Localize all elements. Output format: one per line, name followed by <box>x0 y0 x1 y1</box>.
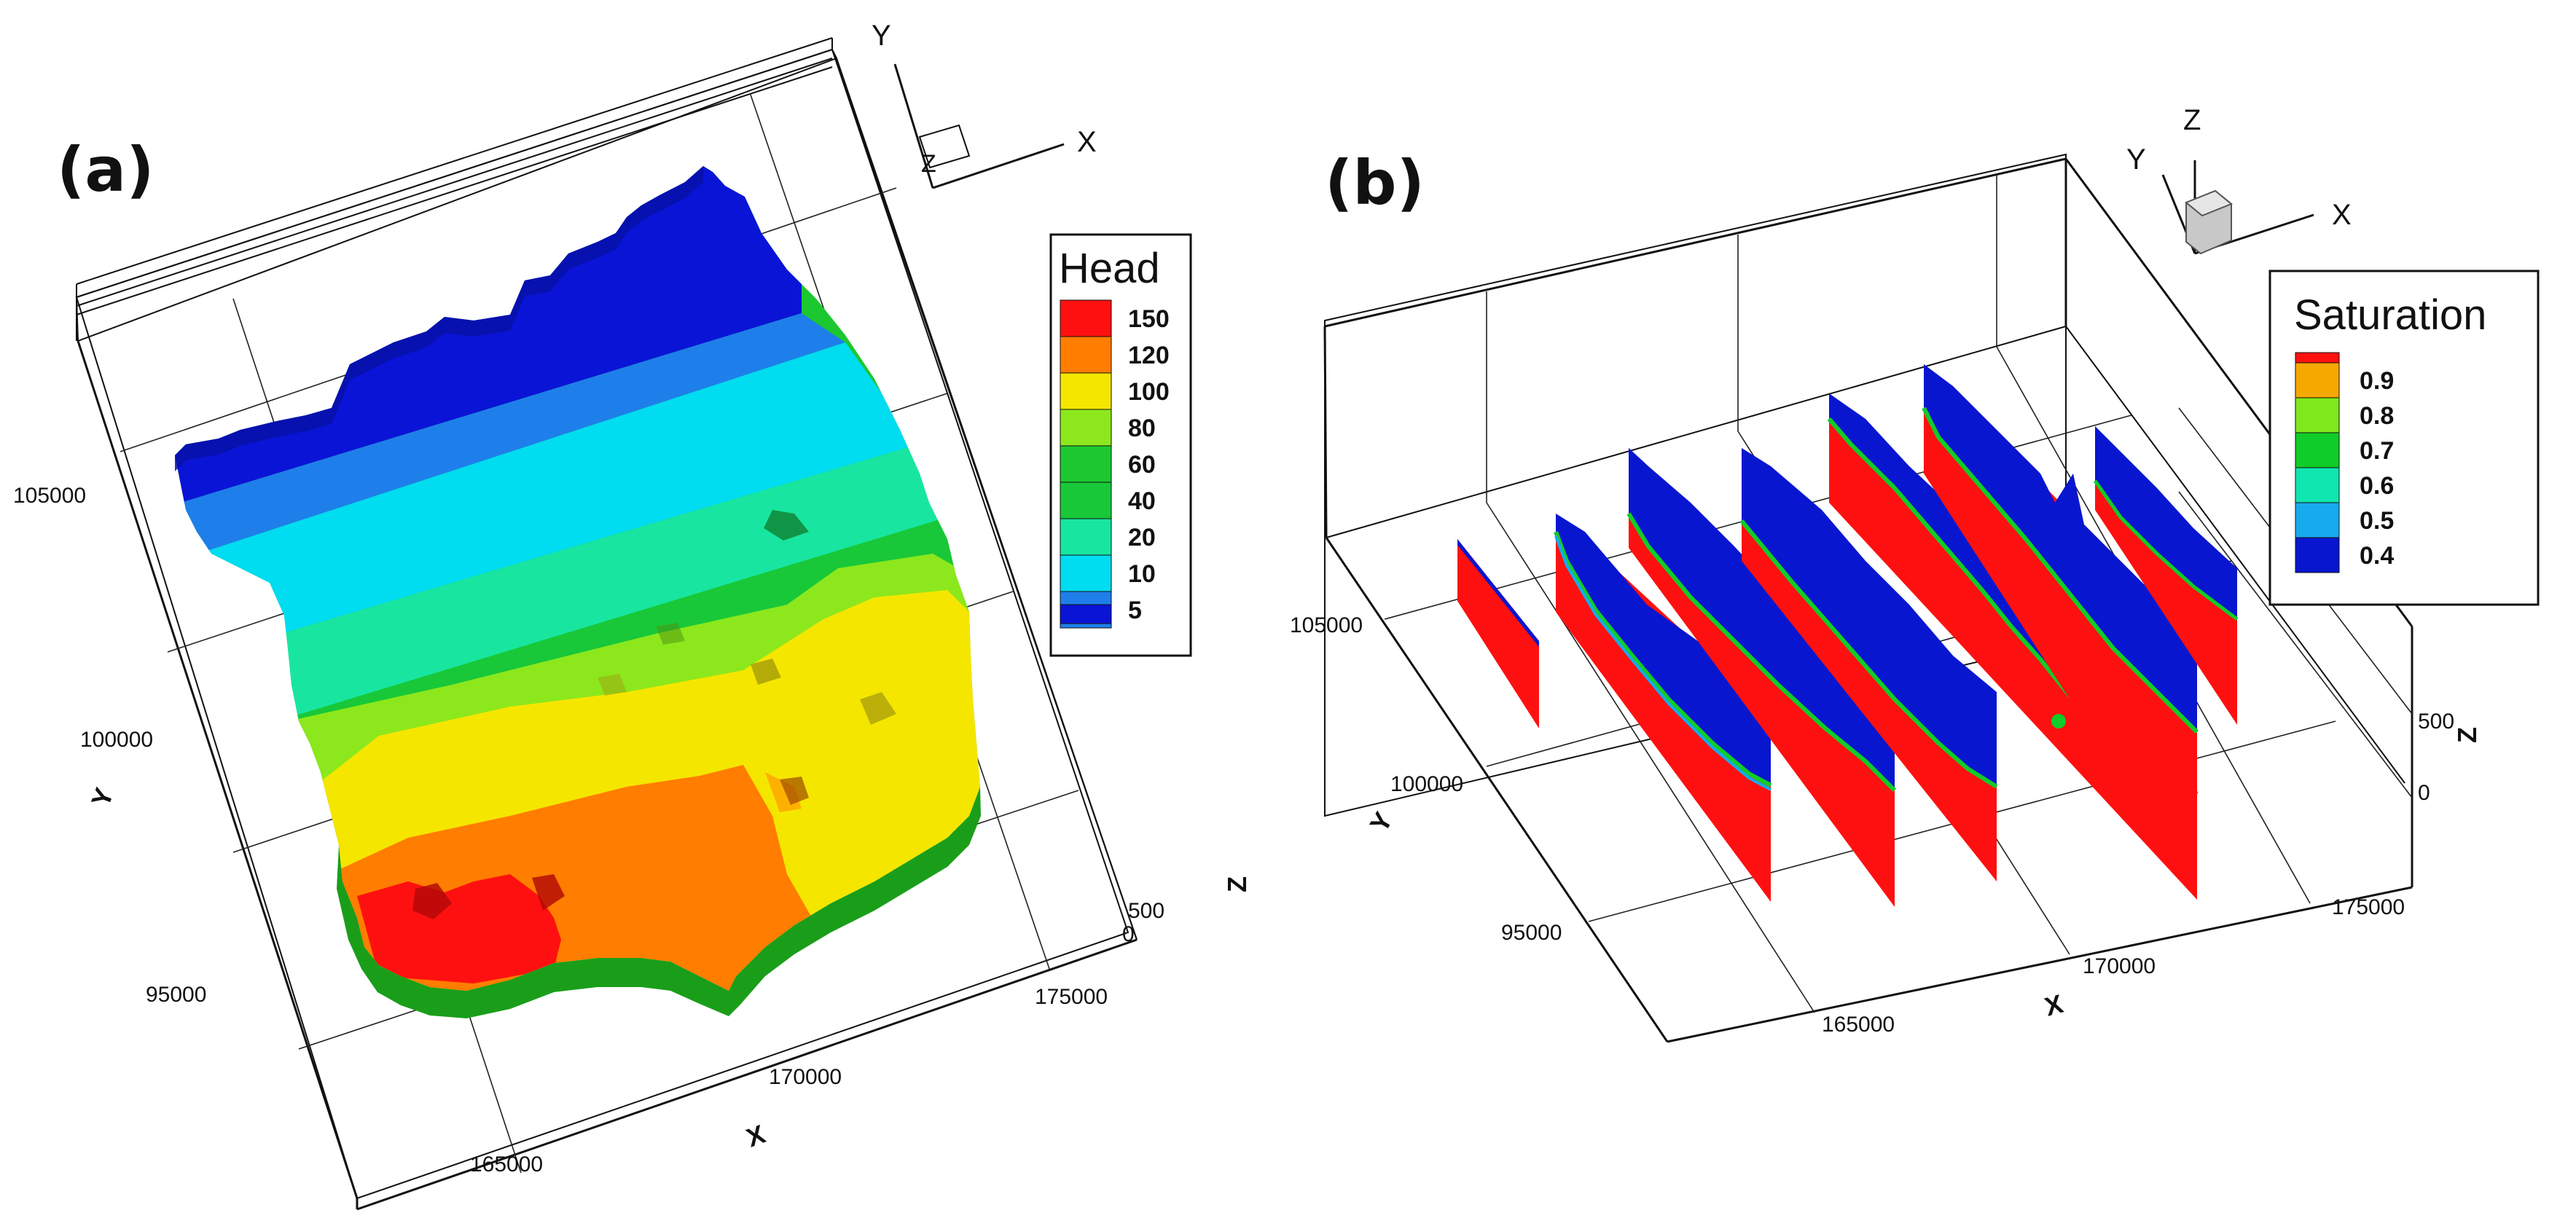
b-xtick-165000: 165000 <box>1822 1013 1895 1037</box>
panel-a: 105000 100000 95000 165000 170000 175000… <box>13 20 1252 1211</box>
a-xtick-175000: 175000 <box>1035 985 1108 1009</box>
a-triad-y: Y <box>872 20 891 52</box>
panel-a-head-surface <box>175 166 981 1018</box>
head-legend-swatch-40 <box>1060 482 1112 519</box>
head-legend-label-5: 5 <box>1128 597 1142 624</box>
panel-b-orientation-triad: Y Z X <box>2126 104 2352 255</box>
saturation-legend-label-0.4: 0.4 <box>2360 542 2394 570</box>
b-ytick-105000: 105000 <box>1290 613 1363 637</box>
b-ztick-0: 0 <box>2418 781 2430 805</box>
a-axis-title-y: Y <box>85 784 120 811</box>
a-ytick-105000: 105000 <box>13 484 86 508</box>
slice-1 <box>1457 539 1539 728</box>
b-axis-title-z: Z <box>2452 727 2482 743</box>
head-legend-swatch-100 <box>1060 372 1112 410</box>
b-xtick-175000: 175000 <box>2332 895 2405 919</box>
saturation-legend: Saturation 0.9 0.8 0.7 0.6 0.5 0.4 <box>2268 270 2540 606</box>
head-legend: Head 150 120 100 80 60 40 20 10 5 <box>1049 233 1192 657</box>
b-axis-title-x: X <box>2041 989 2066 1022</box>
a-triad-z: Z <box>921 150 936 178</box>
a-xtick-165000: 165000 <box>470 1152 543 1176</box>
head-legend-swatch-10 <box>1060 554 1112 592</box>
saturation-legend-swatch-0.5 <box>2295 502 2340 538</box>
b-triad-y: Y <box>2126 144 2146 176</box>
b-triad-x: X <box>2332 199 2352 231</box>
head-legend-label-40: 40 <box>1128 487 1156 515</box>
panel-b-axes: 105000 100000 95000 165000 170000 175000… <box>1290 613 2482 1037</box>
head-legend-label-100: 100 <box>1128 378 1170 406</box>
saturation-legend-label-0.7: 0.7 <box>2360 437 2394 465</box>
head-legend-swatch-60 <box>1060 445 1112 483</box>
head-legend-swatch-120 <box>1060 336 1112 374</box>
north-edge <box>175 166 703 471</box>
panel-b-label: (b) <box>1325 147 1425 219</box>
head-legend-label-20: 20 <box>1128 524 1156 551</box>
saturation-legend-label-0.8: 0.8 <box>2360 402 2394 430</box>
b-ytick-95000: 95000 <box>1501 921 1562 945</box>
panel-a-orientation-triad: Y X Z <box>872 20 1097 189</box>
head-legend-swatch-bottom <box>1060 604 1112 624</box>
saturation-legend-swatch-0.4 <box>2295 537 2340 573</box>
head-legend-swatch-20 <box>1060 518 1112 556</box>
saturation-legend-swatch-0.6 <box>2295 467 2340 503</box>
b-axis-title-y: Y <box>1363 807 1398 837</box>
a-axis-title-x: X <box>743 1119 770 1153</box>
head-legend-label-150: 150 <box>1128 305 1170 333</box>
saturation-legend-swatch-0.7 <box>2295 432 2340 468</box>
head-legend-label-10: 10 <box>1128 560 1156 588</box>
a-ytick-100000: 100000 <box>80 728 153 752</box>
saturation-slices <box>1457 364 2239 907</box>
saturation-legend-swatch-0.8 <box>2295 397 2340 433</box>
slice-4 <box>1739 448 1998 881</box>
panel-b: 105000 100000 95000 165000 170000 175000… <box>1290 104 2540 1043</box>
saturation-legend-label-0.6: 0.6 <box>2360 472 2394 500</box>
bedrock-side <box>337 787 981 1018</box>
slice-3 <box>1626 448 1897 907</box>
slice-6 <box>1922 364 2199 896</box>
a-xtick-170000: 170000 <box>769 1065 842 1089</box>
slice-7 <box>2093 426 2239 725</box>
saturation-legend-title: Saturation <box>2294 291 2486 339</box>
a-axis-title-z: Z <box>1222 876 1252 892</box>
panel-a-axes: 105000 100000 95000 165000 170000 175000… <box>13 484 1252 1176</box>
b-xtick-170000: 170000 <box>2083 954 2156 978</box>
head-legend-label-80: 80 <box>1128 414 1156 442</box>
b-ztick-500: 500 <box>2418 710 2454 734</box>
saturation-legend-swatch-0.9 <box>2295 362 2340 398</box>
slice-2 <box>1554 514 1772 902</box>
head-legend-title: Head <box>1059 245 1160 292</box>
b-ytick-100000: 100000 <box>1390 772 1463 796</box>
head-legend-label-120: 120 <box>1128 342 1170 369</box>
head-legend-label-60: 60 <box>1128 451 1156 479</box>
a-triad-x: X <box>1077 126 1097 158</box>
b-triad-z: Z <box>2183 104 2201 136</box>
a-ztick-500: 500 <box>1128 899 1164 923</box>
a-ytick-95000: 95000 <box>146 983 206 1007</box>
head-legend-swatch-80 <box>1060 409 1112 447</box>
panel-a-bounding-box <box>75 37 1138 1211</box>
saturation-legend-label-0.9: 0.9 <box>2360 367 2394 395</box>
head-legend-swatch-150 <box>1060 299 1112 337</box>
a-ztick-0: 0 <box>1122 922 1135 946</box>
panel-a-label: (a) <box>57 134 154 205</box>
saturation-legend-label-0.5: 0.5 <box>2360 507 2394 535</box>
